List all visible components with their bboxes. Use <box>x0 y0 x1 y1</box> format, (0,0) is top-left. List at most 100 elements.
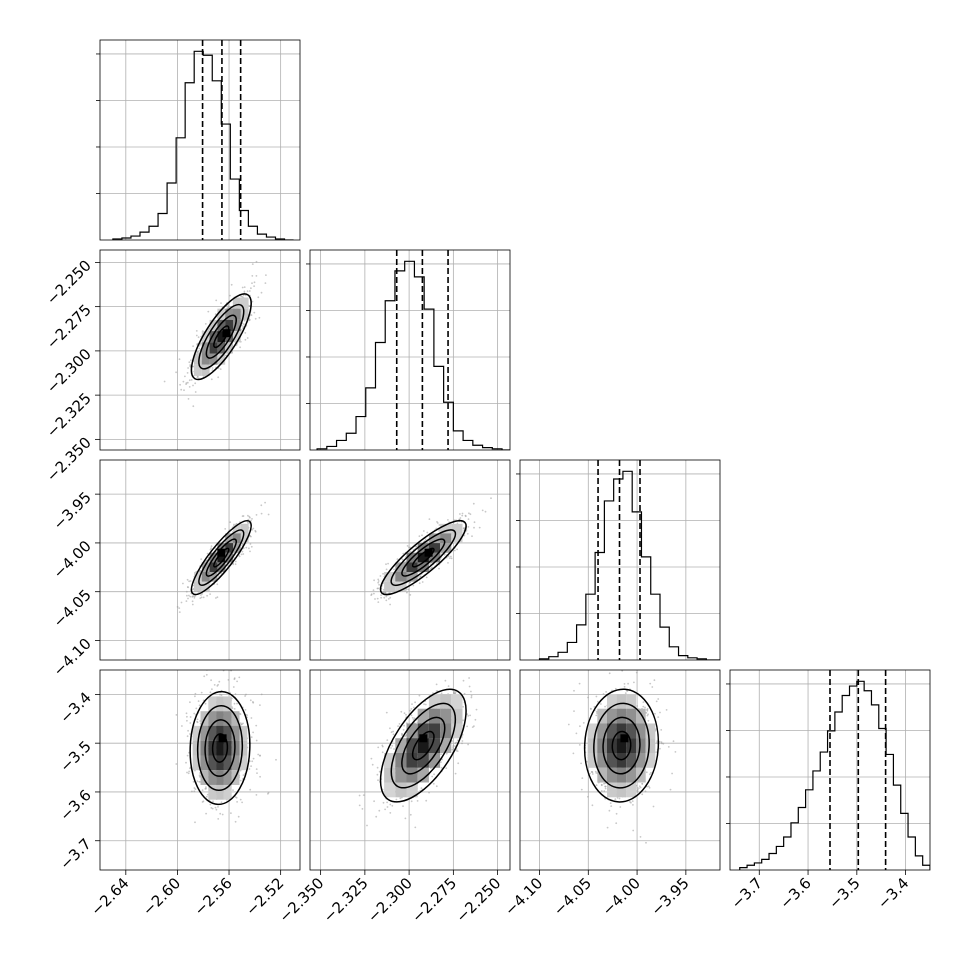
scatter-point <box>373 592 375 595</box>
scatter-point <box>242 774 245 776</box>
scatter-point <box>193 790 196 793</box>
scatter-point <box>189 733 191 735</box>
scatter-point <box>232 666 234 668</box>
scatter-point <box>234 563 237 566</box>
scatter-point <box>461 740 464 742</box>
scatter-point <box>408 546 410 549</box>
scatter-point <box>218 680 221 683</box>
scatter-point <box>217 818 220 820</box>
scatter-point <box>182 380 185 383</box>
scatter-point <box>255 739 258 742</box>
density-cell <box>223 696 232 712</box>
scatter-point <box>211 367 214 369</box>
scatter-point <box>185 382 188 384</box>
scatter-point <box>206 793 209 796</box>
density-cell <box>192 725 201 741</box>
scatter-point <box>389 596 392 599</box>
scatter-point <box>183 389 185 392</box>
scatter-point <box>431 775 434 778</box>
peak-marker <box>217 548 226 557</box>
scatter-point <box>209 803 212 806</box>
scatter-point <box>400 710 403 713</box>
scatter-point <box>227 304 230 306</box>
density-cell <box>417 753 429 768</box>
scatter-point <box>429 563 432 566</box>
scatter-points <box>163 260 267 408</box>
density-cell <box>217 552 226 563</box>
scatter-point <box>454 742 457 745</box>
scatter-point <box>373 800 375 803</box>
histogram-bar <box>871 705 878 870</box>
scatter-point <box>440 552 442 555</box>
density-cell <box>217 331 226 343</box>
scatter-point <box>189 365 192 368</box>
scatter-point <box>421 581 424 583</box>
scatter-point <box>267 513 270 516</box>
histogram-bar <box>886 754 893 870</box>
scatter-point <box>376 597 379 600</box>
scatter-point <box>635 647 637 649</box>
contour-line <box>379 688 467 803</box>
scatter-point <box>255 260 258 263</box>
density-cell <box>231 711 240 726</box>
scatter-point <box>194 692 197 695</box>
scatter-point <box>190 359 192 362</box>
scatter-point <box>381 751 384 754</box>
scatter-point <box>265 274 267 276</box>
scatter-point <box>191 588 194 591</box>
density-cell <box>406 753 418 768</box>
scatter-point <box>255 514 258 516</box>
scatter-point <box>435 785 438 788</box>
scatter-point <box>636 668 638 670</box>
scatter-point <box>466 713 469 716</box>
scatter-point <box>186 372 189 374</box>
scatter-point <box>384 808 386 811</box>
density-cell <box>417 723 429 739</box>
scatter-point <box>250 314 253 316</box>
scatter-point <box>204 323 207 325</box>
scatter-point <box>243 319 246 322</box>
scatter-point <box>189 701 191 704</box>
scatter-point <box>424 703 427 706</box>
scatter-point <box>390 731 393 734</box>
scatter-point <box>186 381 189 384</box>
density-cell <box>208 784 217 800</box>
panel-hist-1 <box>306 249 511 451</box>
density-cell <box>240 297 249 309</box>
scatter-point <box>189 364 192 366</box>
scatter-point <box>186 715 188 718</box>
scatter-point <box>186 735 189 738</box>
scatter-point <box>227 564 229 567</box>
scatter-point <box>453 549 456 552</box>
scatter-point <box>202 800 205 803</box>
scatter-point <box>385 595 388 598</box>
scatter-point <box>188 379 191 382</box>
scatter-point <box>228 305 230 308</box>
scatter-point <box>448 557 451 559</box>
scatter-point <box>461 512 464 515</box>
scatter-point <box>208 328 210 330</box>
scatter-point <box>645 771 648 774</box>
scatter-point <box>462 719 464 722</box>
density-cell <box>225 533 233 544</box>
scatter-point <box>233 708 236 710</box>
scatter-point <box>255 724 258 727</box>
histogram-bar <box>248 226 257 240</box>
scatter-point <box>215 299 218 302</box>
contour-line <box>379 519 467 596</box>
scatter-point <box>180 388 183 391</box>
scatter-point <box>387 598 390 600</box>
scatter-point <box>445 752 448 755</box>
scatter-point <box>191 596 194 598</box>
density-cell <box>225 543 233 553</box>
scatter-point <box>406 591 408 594</box>
scatter-point <box>414 826 417 829</box>
histogram-bar <box>230 179 239 240</box>
scatter-point <box>193 712 196 715</box>
scatter-point <box>258 316 261 319</box>
density-cell <box>240 533 249 544</box>
density-cell <box>209 562 218 573</box>
histogram-bar <box>835 712 842 870</box>
density-cell <box>216 711 224 726</box>
scatter-point <box>236 680 239 683</box>
